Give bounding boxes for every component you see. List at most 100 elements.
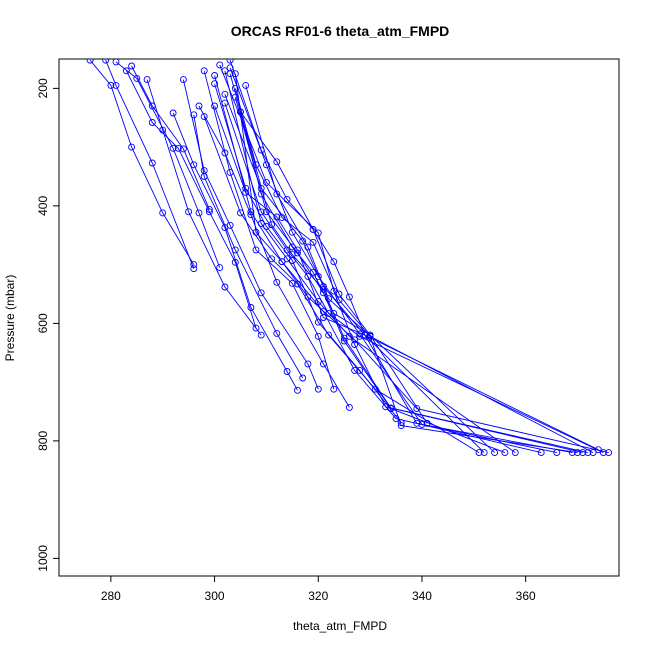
data-point (112, 59, 120, 66)
data-point (226, 70, 234, 78)
series-layer (86, 59, 613, 457)
series-23 (216, 61, 587, 457)
data-point (211, 72, 219, 79)
data-point (200, 67, 208, 75)
series-line (198, 105, 350, 408)
series-4 (112, 59, 224, 272)
data-point (304, 272, 312, 280)
series-9 (179, 76, 322, 393)
data-point (107, 81, 115, 89)
data-point (252, 228, 260, 236)
series-12 (211, 80, 405, 427)
data-point (257, 331, 265, 339)
series-28 (231, 70, 613, 457)
data-point (252, 324, 260, 332)
series-line (115, 61, 221, 268)
data-point (599, 449, 607, 457)
data-point (288, 279, 296, 287)
y-axis-label: Pressure (mbar) (3, 275, 17, 362)
data-point (252, 161, 260, 169)
data-point (283, 368, 291, 375)
data-point (257, 208, 265, 216)
data-point (283, 246, 291, 254)
data-point (159, 126, 167, 134)
data-point (356, 366, 364, 374)
chart-title: ORCAS RF01-6 theta_atm_FMPD (231, 23, 450, 39)
series-24 (226, 70, 592, 457)
data-point (273, 329, 281, 337)
data-point (579, 449, 587, 457)
series-line (125, 70, 257, 329)
data-point (273, 190, 281, 198)
data-point (345, 403, 353, 411)
data-point (273, 278, 281, 286)
series-line (172, 112, 298, 391)
y-axis: 200 400 600 800 1000 (36, 78, 60, 572)
data-point (112, 81, 120, 89)
data-point (351, 341, 359, 348)
data-point (330, 385, 338, 393)
data-point (262, 161, 270, 169)
x-tick-label: 340 (412, 589, 432, 603)
data-point (174, 144, 182, 152)
data-point (122, 67, 130, 75)
x-tick-label: 280 (101, 589, 121, 603)
data-point (169, 109, 177, 117)
data-point (221, 283, 229, 291)
data-point (159, 209, 167, 217)
data-point (211, 80, 219, 88)
x-tick-label: 300 (205, 589, 225, 603)
data-point (231, 246, 239, 254)
data-point (226, 59, 234, 64)
data-point (242, 81, 250, 89)
data-point (294, 386, 301, 394)
data-point (226, 221, 234, 229)
data-point (252, 246, 260, 254)
data-point (574, 449, 581, 457)
data-point (148, 119, 156, 126)
data-point (304, 293, 312, 301)
series-line (219, 64, 583, 454)
data-point (128, 62, 136, 70)
data-point (351, 366, 359, 374)
data-point (268, 255, 276, 263)
data-point (319, 285, 327, 293)
data-point (314, 385, 322, 393)
data-point (86, 59, 94, 64)
data-point (491, 449, 499, 457)
x-axis: 280 300 320 340 360 (101, 575, 536, 603)
data-point (330, 258, 338, 266)
x-axis-label: theta_atm_FMPD (293, 619, 387, 633)
data-point (501, 449, 509, 457)
data-point (221, 149, 229, 157)
data-point (288, 228, 296, 236)
series-line (234, 73, 609, 454)
data-point (216, 61, 224, 69)
series-line (229, 73, 588, 454)
series-27 (221, 99, 607, 457)
data-point (511, 449, 519, 457)
data-point (262, 208, 270, 216)
series-line (224, 102, 604, 454)
series-11 (195, 102, 353, 411)
data-point (190, 161, 198, 169)
data-point (418, 420, 426, 428)
series-line (240, 111, 599, 451)
data-point (231, 70, 239, 78)
data-point (309, 225, 317, 233)
data-point (221, 90, 229, 98)
data-point (200, 167, 208, 175)
data-point (211, 102, 219, 110)
series-19 (211, 72, 545, 457)
data-point (387, 404, 395, 412)
data-point (319, 360, 327, 368)
data-point (304, 360, 312, 368)
data-point (242, 188, 250, 196)
data-point (309, 238, 317, 246)
data-point (475, 449, 483, 457)
data-point (237, 209, 244, 217)
data-point (335, 296, 343, 304)
y-tick-label: 600 (36, 313, 50, 333)
data-point (356, 332, 364, 340)
